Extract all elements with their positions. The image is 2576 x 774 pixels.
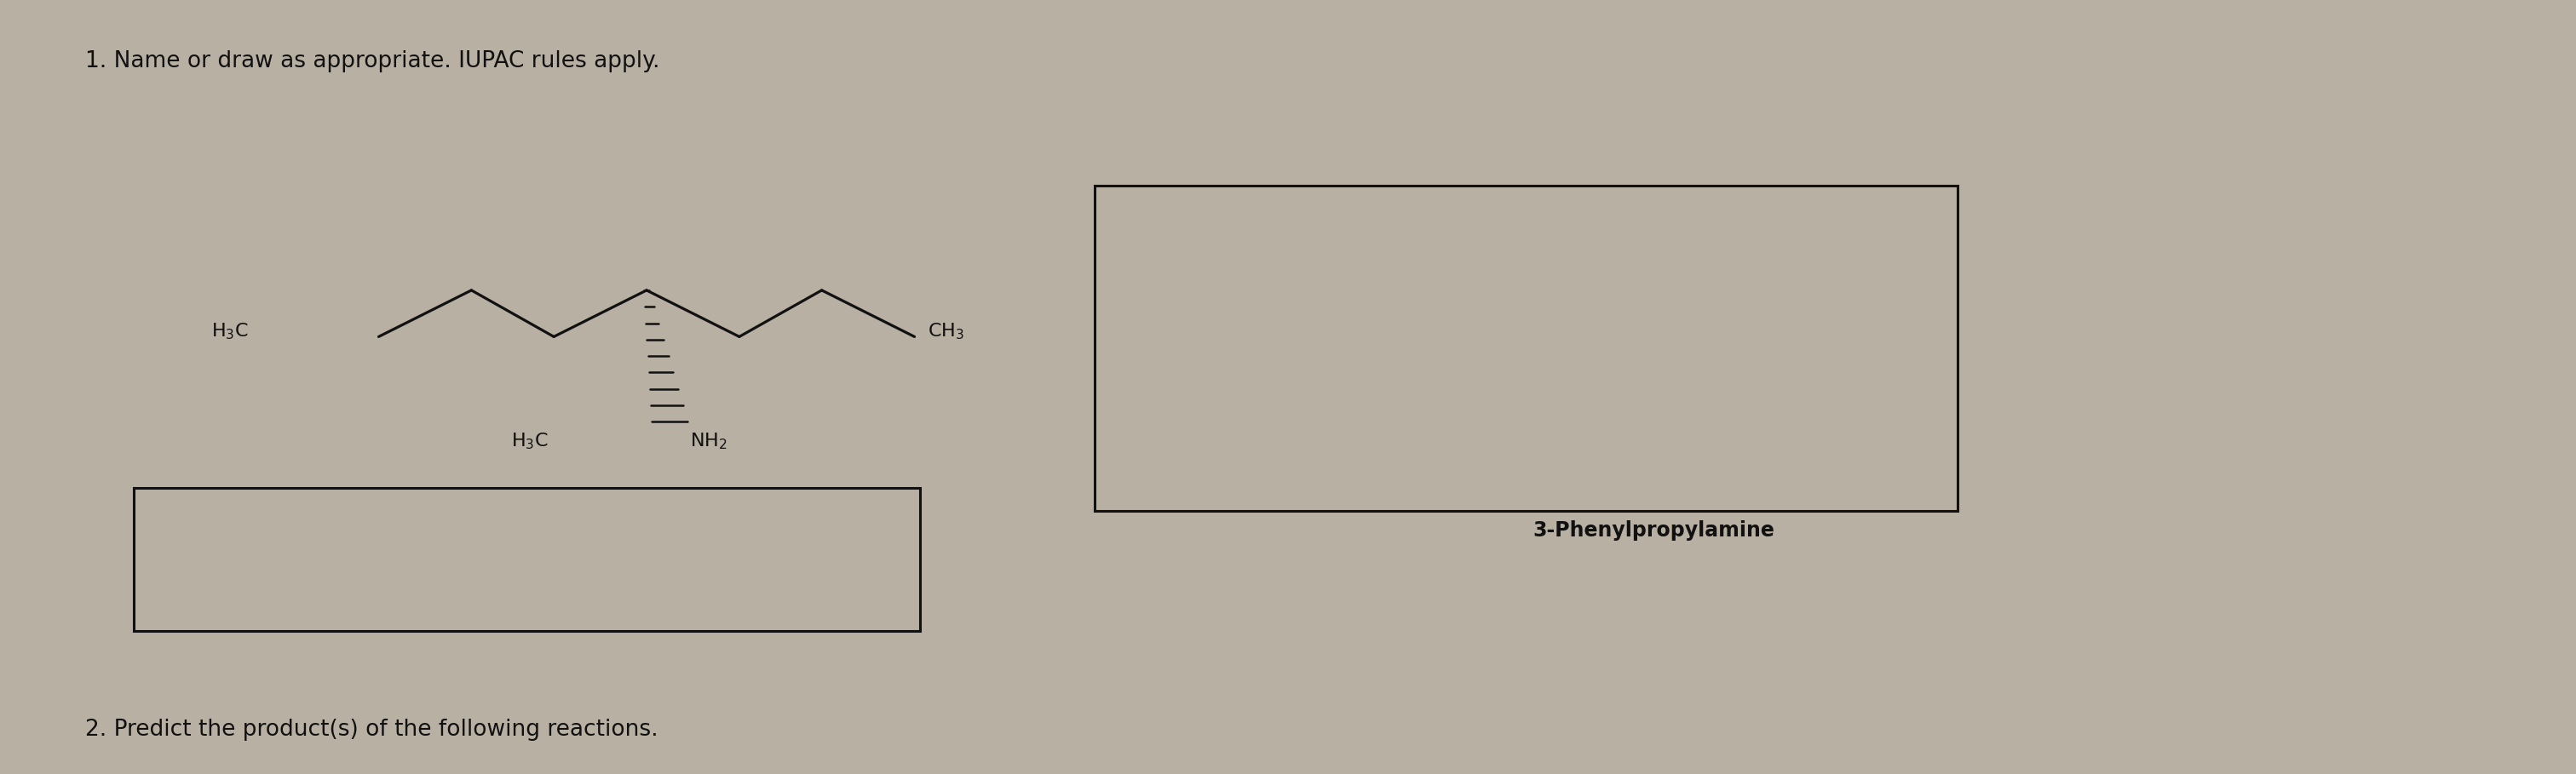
Text: 2. Predict the product(s) of the following reactions.: 2. Predict the product(s) of the followi… — [85, 718, 657, 741]
Bar — [1095, 186, 1958, 511]
Text: 1. Name or draw as appropriate. IUPAC rules apply.: 1. Name or draw as appropriate. IUPAC ru… — [85, 50, 659, 73]
Bar — [134, 488, 920, 631]
Text: $\mathregular{H_3C}$: $\mathregular{H_3C}$ — [211, 321, 247, 341]
Text: $\mathregular{CH_3}$: $\mathregular{CH_3}$ — [927, 321, 963, 341]
Text: 3-Phenylpropylamine: 3-Phenylpropylamine — [1533, 520, 1775, 540]
Text: $\mathregular{H_3C}$: $\mathregular{H_3C}$ — [513, 431, 549, 451]
Text: $\mathregular{NH_2}$: $\mathregular{NH_2}$ — [690, 431, 726, 451]
